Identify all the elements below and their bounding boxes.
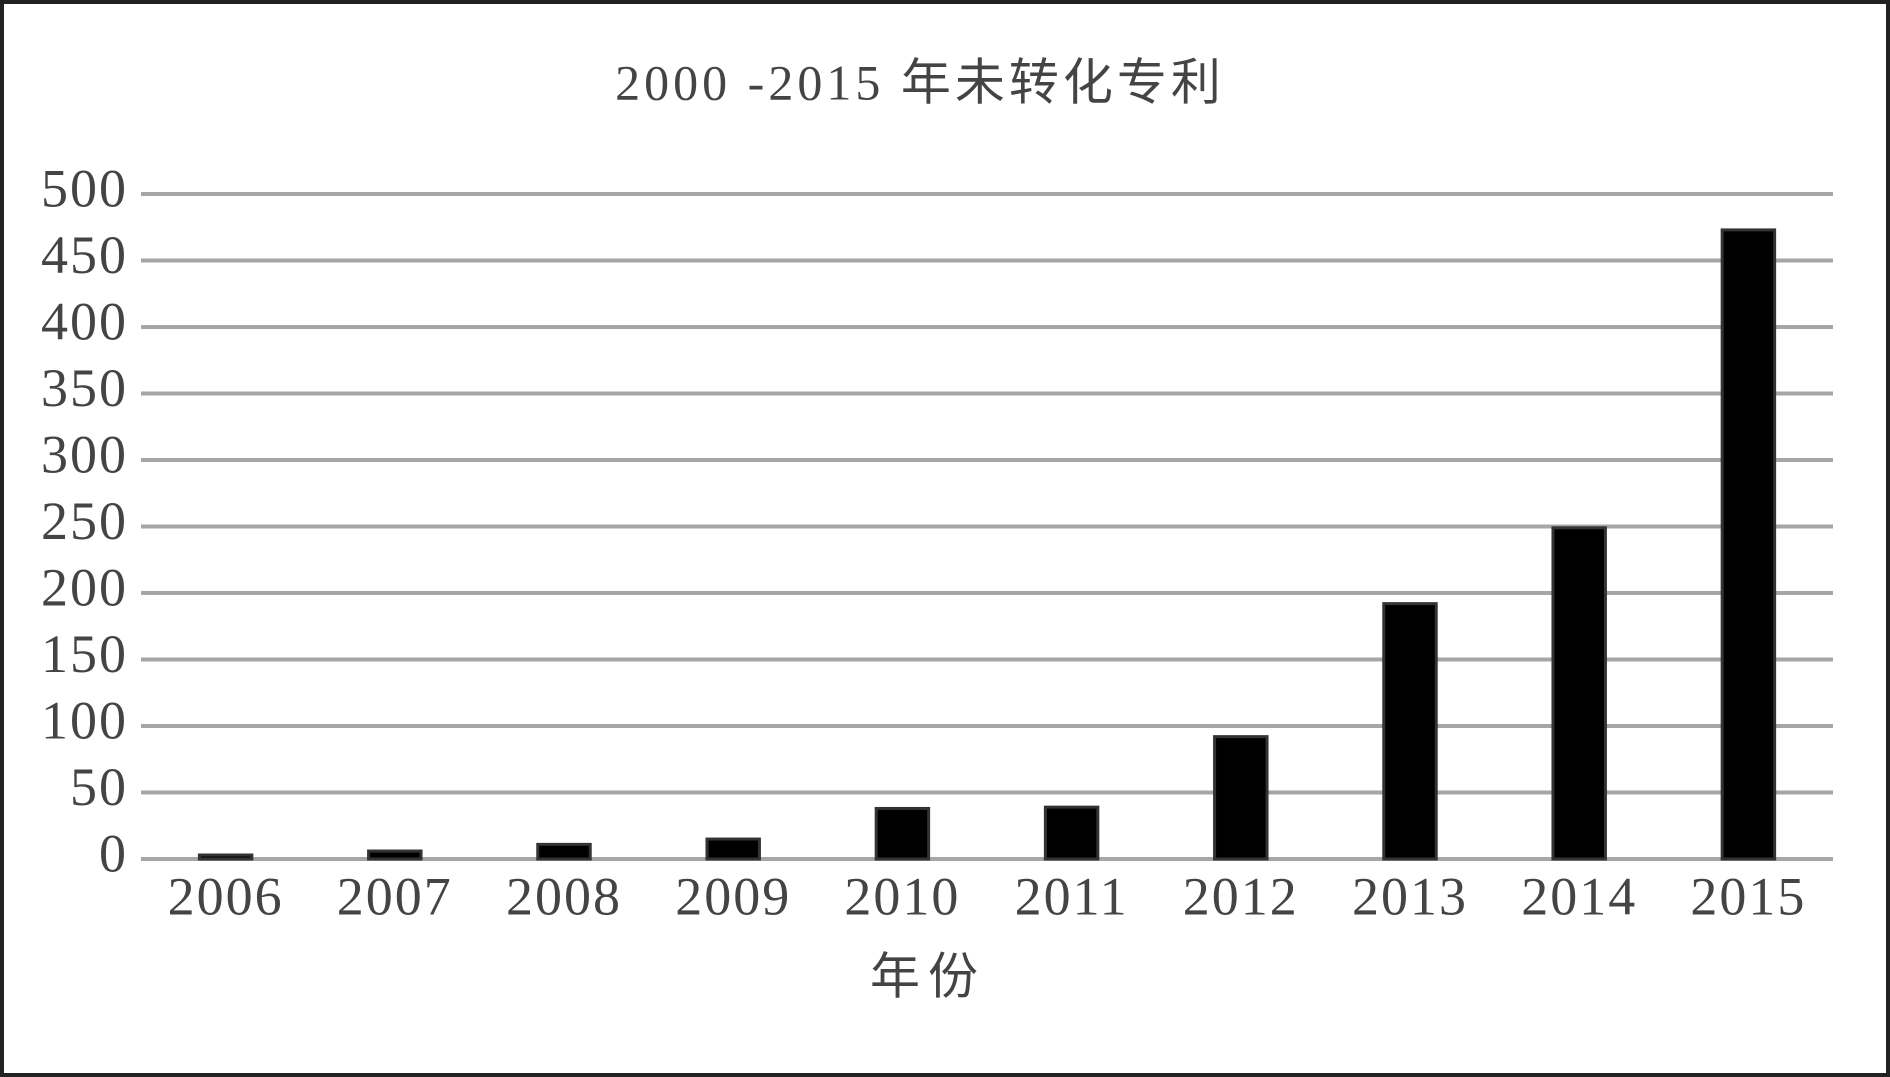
bar	[1043, 805, 1100, 861]
bar	[367, 849, 423, 861]
y-tick-label: 350	[41, 358, 128, 418]
y-tick-label: 250	[41, 491, 128, 551]
x-tick-label: 2013	[1352, 866, 1468, 926]
y-tick-label: 300	[41, 424, 128, 484]
x-tick-label: 2012	[1183, 866, 1299, 926]
x-tick-label: 2015	[1690, 866, 1806, 926]
x-tick-label: 2011	[1015, 866, 1129, 926]
y-tick-label: 450	[41, 225, 128, 285]
bar	[874, 806, 931, 861]
chart-title: 2000 -2015 年未转化专利	[615, 54, 1225, 110]
y-tick-label: 100	[41, 690, 128, 750]
y-tick-label: 0	[99, 823, 128, 883]
bar	[536, 842, 592, 861]
x-tick-label: 2006	[168, 866, 284, 926]
x-tick-label: 2008	[506, 866, 622, 926]
x-tick-label: 2009	[675, 866, 791, 926]
y-tick-label: 200	[41, 557, 128, 617]
x-axis-label: 年份	[870, 948, 986, 1004]
bar	[1213, 735, 1269, 861]
x-tick-label: 2007	[337, 866, 453, 926]
y-tick-label: 400	[41, 291, 128, 351]
x-tick-label: 2014	[1521, 866, 1637, 926]
y-tick-label: 150	[41, 624, 128, 684]
y-tick-label: 500	[41, 158, 128, 218]
y-tick-label: 50	[70, 757, 128, 817]
bar	[197, 853, 254, 861]
x-tick-label: 2010	[844, 866, 960, 926]
bar	[1382, 602, 1438, 861]
bar	[1551, 526, 1607, 861]
bar	[1720, 228, 1777, 861]
bar	[705, 837, 761, 861]
